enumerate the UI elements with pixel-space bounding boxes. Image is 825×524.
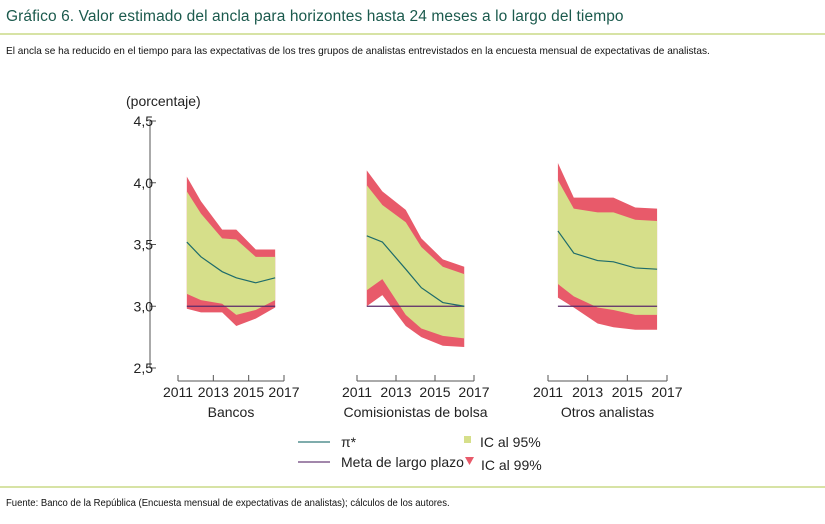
- footer-rule: [0, 486, 825, 488]
- x-tick-label: 2015: [419, 384, 450, 400]
- panel-2: 2011 2013 2015 2017 Otros analistas: [533, 162, 683, 420]
- panel-1: 2011 2013 2015 2017 Comisionistas de bolsa: [342, 170, 490, 420]
- chart-area: (porcentaje) 2,53,03,54,04,5 2011 2013 201…: [126, 93, 683, 473]
- header-rule: [0, 33, 825, 35]
- chart-title: Gráfico 6. Valor estimado del ancla para…: [6, 8, 624, 25]
- chart-subtitle: El ancla se ha reducido en el tiempo par…: [6, 45, 710, 57]
- y-tick-label: 4,5: [134, 113, 154, 129]
- x-tick-label: 2017: [268, 384, 299, 400]
- panel-title: Otros analistas: [561, 404, 654, 420]
- legend-ic99-label: IC al 99%: [481, 457, 542, 473]
- legend-ic95-swatch: [464, 436, 471, 443]
- y-tick-label: 3,5: [134, 237, 154, 253]
- x-tick-label: 2011: [533, 384, 563, 400]
- x-tick-label: 2013: [380, 384, 411, 400]
- x-tick-label: 2017: [458, 384, 489, 400]
- pi-star-line: [366, 235, 465, 307]
- legend-meta-label: Meta de largo plazo: [341, 454, 464, 470]
- y-tick-label: 3,0: [134, 298, 154, 314]
- panel-title: Bancos: [208, 404, 255, 420]
- y-tick-label: 2,5: [134, 360, 154, 376]
- source-note: Fuente: Banco de la República (Encuesta …: [6, 498, 450, 509]
- panel-title: Comisionistas de bolsa: [344, 404, 488, 420]
- y-axis-label: (porcentaje): [126, 93, 201, 109]
- legend-ic99-swatch: [465, 457, 474, 465]
- legend-pi-star-label: π*: [341, 434, 357, 450]
- x-tick-label: 2015: [233, 384, 264, 400]
- x-tick-label: 2011: [163, 384, 193, 400]
- x-tick-label: 2013: [198, 384, 229, 400]
- pi-star-line: [557, 230, 658, 270]
- x-tick-label: 2015: [612, 384, 643, 400]
- ic95-band: [186, 191, 276, 315]
- y-axis: 2,5 3,0 3,5 4,0 4,5: [134, 113, 156, 376]
- panel-0: 2011 2013 2015 2017 Bancos: [163, 176, 300, 420]
- y-tick-label: 4,0: [134, 175, 154, 191]
- x-tick-label: 2017: [651, 384, 682, 400]
- legend-ic95-label: IC al 95%: [480, 434, 541, 450]
- x-tick-label: 2011: [342, 384, 372, 400]
- legend: π* IC al 95% Meta de largo plazo IC al 99%: [298, 434, 542, 473]
- ic95-band: [557, 180, 658, 315]
- pi-star-line: [186, 241, 276, 284]
- x-tick-label: 2013: [572, 384, 603, 400]
